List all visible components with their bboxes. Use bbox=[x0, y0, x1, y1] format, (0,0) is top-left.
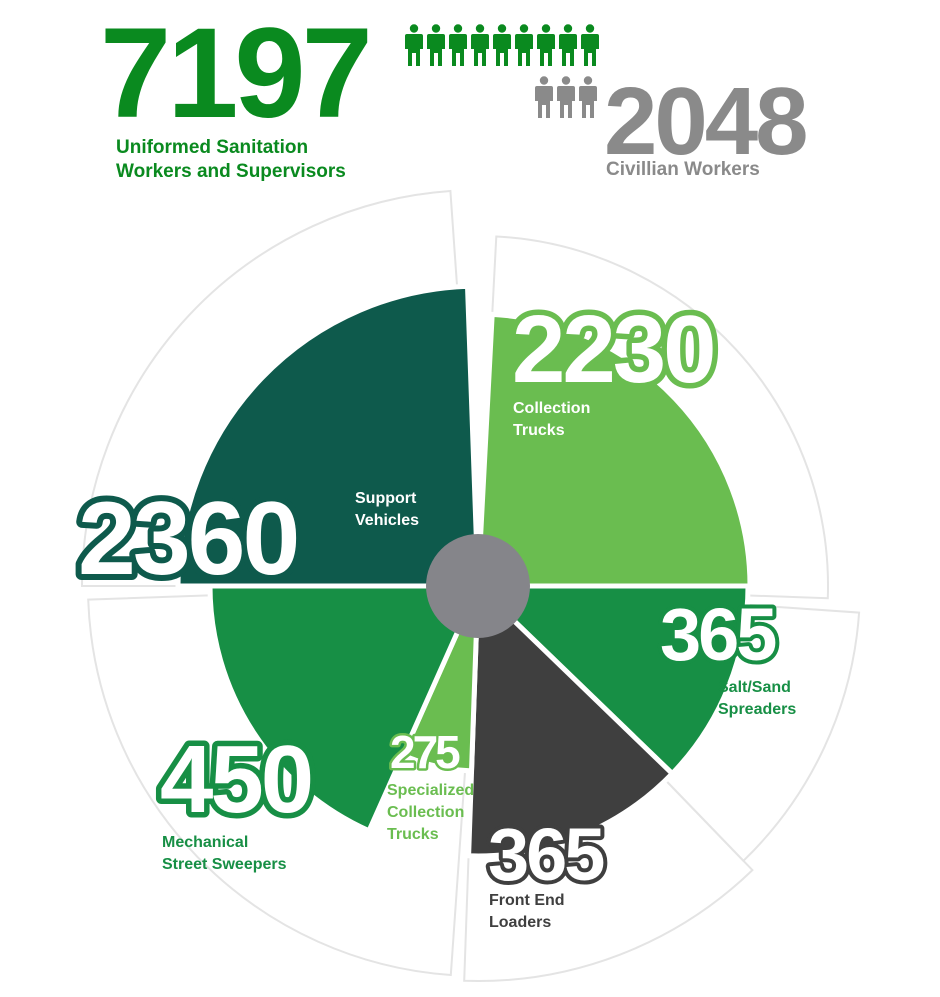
person-icon bbox=[558, 24, 578, 73]
value-label-sweepers: 450 bbox=[160, 726, 311, 833]
person-icon bbox=[514, 24, 534, 73]
wedge-layer bbox=[175, 283, 753, 859]
civilian-count: 2048 bbox=[604, 68, 809, 175]
label-sweepers-line1: Mechanical bbox=[162, 834, 249, 851]
label-salt: Salt/Sand Spreaders bbox=[718, 677, 796, 721]
person-icon bbox=[578, 76, 598, 125]
value-label-salt: 365 bbox=[660, 593, 776, 676]
civilian-label: Civillian Workers bbox=[606, 159, 760, 180]
label-collection-line1: Collection bbox=[513, 400, 591, 417]
wedge-frontend bbox=[466, 580, 676, 859]
label-specialized-line1: Specialized bbox=[387, 782, 475, 799]
label-specialized-line3: Trucks bbox=[387, 826, 439, 843]
label-specialized: Specialized Collection Trucks bbox=[387, 780, 474, 846]
label-salt-line1: Salt/Sand bbox=[718, 679, 791, 696]
person-icon bbox=[534, 76, 554, 125]
value-label-collection: 2230 bbox=[512, 296, 714, 403]
wedge-sweepers bbox=[207, 583, 482, 835]
person-icon bbox=[426, 24, 446, 73]
wedge-support bbox=[175, 283, 481, 589]
uniformed-count: 7197 bbox=[100, 2, 373, 145]
wedge-salt bbox=[471, 583, 751, 778]
civilian-people-icons bbox=[534, 76, 598, 125]
person-icon bbox=[580, 24, 600, 73]
person-icon bbox=[492, 24, 512, 73]
label-frontend-line2: Loaders bbox=[489, 914, 552, 931]
label-salt-line2: Spreaders bbox=[718, 701, 797, 718]
outline-layer bbox=[80, 189, 861, 983]
label-frontend-line1: Front End bbox=[489, 892, 565, 909]
uniformed-label: Uniformed Sanitation Workers and Supervi… bbox=[116, 136, 416, 184]
wedge-outline-frontend bbox=[463, 583, 754, 983]
wedge-outline-support bbox=[80, 189, 480, 587]
uniformed-label-line1: Uniformed Sanitation bbox=[116, 137, 309, 158]
wedge-outline-collection bbox=[476, 235, 829, 600]
uniformed-label-line2: Workers and Supervisors bbox=[116, 161, 346, 182]
label-specialized-line2: Collection bbox=[387, 804, 465, 821]
person-icon bbox=[556, 76, 576, 125]
number-layer: 2230 365 365 275 450 2360 bbox=[72, 291, 783, 901]
wedge-outline-salt bbox=[475, 584, 861, 863]
label-collection: Collection Trucks bbox=[513, 398, 590, 442]
wedge-collection bbox=[475, 311, 753, 589]
chart-center-circle bbox=[426, 534, 530, 638]
wedge-outline-sweepers bbox=[87, 584, 480, 977]
value-label-support: 2360 bbox=[78, 481, 297, 597]
uniformed-people-icons bbox=[404, 24, 600, 73]
person-icon bbox=[470, 24, 490, 73]
value-label-specialized: 275 bbox=[390, 726, 460, 778]
label-support: Support Vehicles bbox=[355, 488, 419, 532]
value-label-frontend: 365 bbox=[488, 813, 604, 896]
person-icon bbox=[448, 24, 468, 73]
person-icon bbox=[404, 24, 424, 73]
label-support-line1: Support bbox=[355, 490, 417, 507]
label-frontend: Front End Loaders bbox=[489, 890, 565, 934]
label-support-line2: Vehicles bbox=[355, 512, 420, 529]
person-icon bbox=[536, 24, 556, 73]
label-collection-line2: Trucks bbox=[513, 422, 565, 439]
label-sweepers-line2: Street Sweepers bbox=[162, 856, 287, 873]
label-sweepers: Mechanical Street Sweepers bbox=[162, 832, 287, 876]
